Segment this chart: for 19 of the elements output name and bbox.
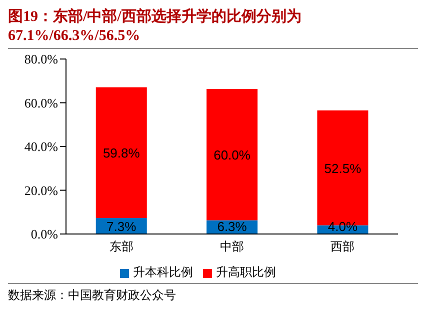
bar bbox=[96, 87, 147, 218]
x-tick-label: 西部 bbox=[330, 240, 355, 254]
y-tick-label: 20.0% bbox=[24, 182, 58, 198]
data-label: 7.3% bbox=[106, 219, 137, 234]
y-tick-label: 0.0% bbox=[30, 226, 58, 242]
y-tick-label: 40.0% bbox=[24, 139, 58, 154]
data-label: 6.3% bbox=[217, 219, 248, 234]
data-label: 60.0% bbox=[214, 148, 251, 163]
x-tick-label: 中部 bbox=[220, 240, 244, 254]
legend-label: 升本科比例 bbox=[133, 265, 193, 279]
data-label: 52.5% bbox=[324, 160, 362, 176]
chart-title: 图19：东部/中部/西部选择升学的比例分别为67.1%/66.3%/56.5% bbox=[8, 8, 418, 49]
source-note: 数据来源：中国教育财政公众号 bbox=[8, 283, 418, 304]
legend-label: 升高职比例 bbox=[216, 265, 276, 279]
bar bbox=[206, 88, 258, 220]
x-tick-label: 东部 bbox=[109, 240, 134, 254]
data-label: 59.8% bbox=[102, 146, 140, 161]
y-tick-label: 60.0% bbox=[24, 95, 58, 110]
y-tick-label: 80.0% bbox=[24, 52, 58, 67]
